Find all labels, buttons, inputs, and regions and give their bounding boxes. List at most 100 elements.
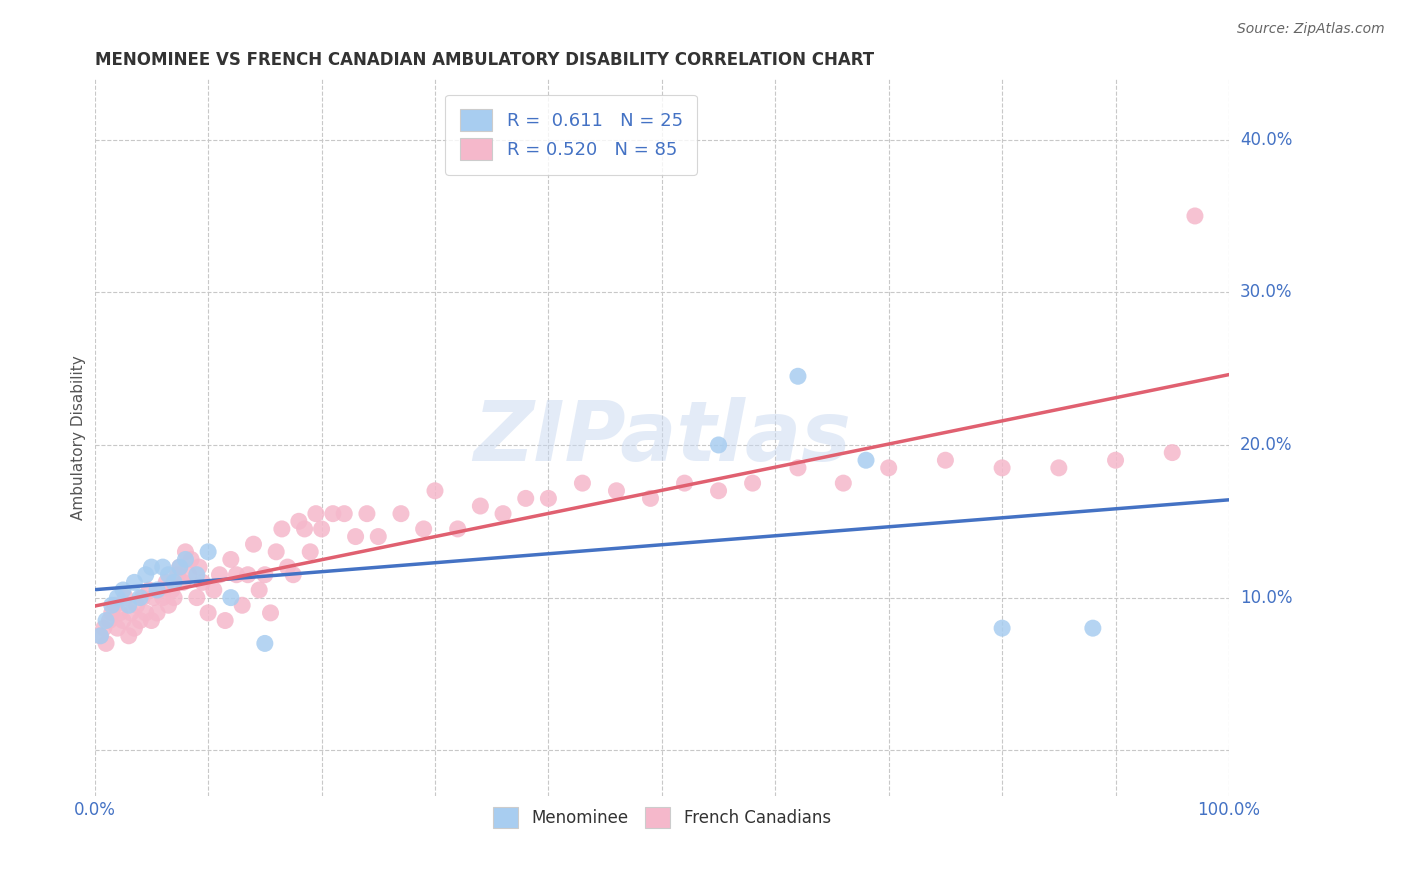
Point [142, 591, 165, 605]
Text: 10.0%: 10.0% [1240, 589, 1292, 607]
Point [707, 483, 730, 498]
Point [991, 461, 1014, 475]
Point [1184, 209, 1206, 223]
Point [104, 599, 127, 613]
Point [389, 507, 412, 521]
Point [832, 476, 855, 491]
Point [120, 606, 142, 620]
Point [141, 614, 163, 628]
Point [114, 591, 136, 605]
Point [423, 483, 446, 498]
Text: 30.0%: 30.0% [1240, 284, 1292, 301]
Point [146, 582, 169, 597]
Point [105, 591, 128, 605]
Point [98, 614, 121, 628]
Point [231, 599, 253, 613]
Point [94, 614, 117, 628]
Point [100, 599, 122, 613]
Point [537, 491, 560, 506]
Point [174, 545, 197, 559]
Text: ZIPatlas: ZIPatlas [472, 397, 851, 478]
Point [305, 507, 328, 521]
Point [135, 606, 157, 620]
Point [214, 614, 236, 628]
Point [112, 614, 135, 628]
Point [253, 636, 276, 650]
Point [294, 522, 316, 536]
Point [787, 369, 810, 384]
Text: Source: ZipAtlas.com: Source: ZipAtlas.com [1237, 22, 1385, 37]
Point [1104, 453, 1126, 467]
Legend: Menominee, French Canadians: Menominee, French Canadians [486, 801, 838, 834]
Point [105, 621, 128, 635]
Point [188, 560, 211, 574]
Point [1161, 445, 1184, 459]
Point [492, 507, 515, 521]
Point [141, 560, 163, 574]
Point [787, 461, 810, 475]
Point [169, 560, 191, 574]
Text: 40.0%: 40.0% [1240, 130, 1292, 149]
Point [991, 621, 1014, 635]
Point [236, 567, 259, 582]
Point [186, 567, 208, 582]
Point [1047, 461, 1070, 475]
Point [344, 530, 367, 544]
Text: MENOMINEE VS FRENCH CANADIAN AMBULATORY DISABILITY CORRELATION CHART: MENOMINEE VS FRENCH CANADIAN AMBULATORY … [94, 51, 875, 69]
Point [146, 606, 169, 620]
Point [152, 591, 174, 605]
Point [129, 614, 152, 628]
Point [131, 591, 153, 605]
Point [149, 582, 172, 597]
Point [125, 599, 148, 613]
Point [253, 567, 276, 582]
Point [270, 522, 292, 536]
Point [208, 567, 231, 582]
Point [93, 621, 115, 635]
Point [322, 507, 344, 521]
Point [89, 629, 111, 643]
Point [135, 567, 157, 582]
Point [1081, 621, 1104, 635]
Point [129, 591, 152, 605]
Point [571, 476, 593, 491]
Point [247, 582, 270, 597]
Point [277, 560, 299, 574]
Point [157, 599, 180, 613]
Point [100, 606, 122, 620]
Point [311, 522, 333, 536]
Point [160, 582, 183, 597]
Point [259, 606, 281, 620]
Point [118, 629, 141, 643]
Point [640, 491, 662, 506]
Point [225, 567, 247, 582]
Text: 20.0%: 20.0% [1240, 436, 1292, 454]
Point [177, 567, 200, 582]
Point [108, 606, 131, 620]
Point [174, 552, 197, 566]
Point [124, 575, 146, 590]
Point [264, 545, 287, 559]
Point [605, 483, 627, 498]
Point [186, 591, 208, 605]
Point [157, 567, 180, 582]
Point [191, 575, 214, 590]
Point [447, 522, 470, 536]
Point [333, 507, 356, 521]
Point [877, 461, 900, 475]
Point [412, 522, 434, 536]
Point [163, 591, 186, 605]
Point [288, 514, 311, 528]
Point [155, 575, 177, 590]
Point [166, 567, 188, 582]
Point [283, 567, 305, 582]
Point [356, 507, 378, 521]
Point [89, 629, 111, 643]
Point [152, 560, 174, 574]
Point [197, 606, 219, 620]
Point [112, 582, 135, 597]
Point [673, 476, 696, 491]
Point [138, 582, 160, 597]
Point [94, 636, 117, 650]
Point [242, 537, 264, 551]
